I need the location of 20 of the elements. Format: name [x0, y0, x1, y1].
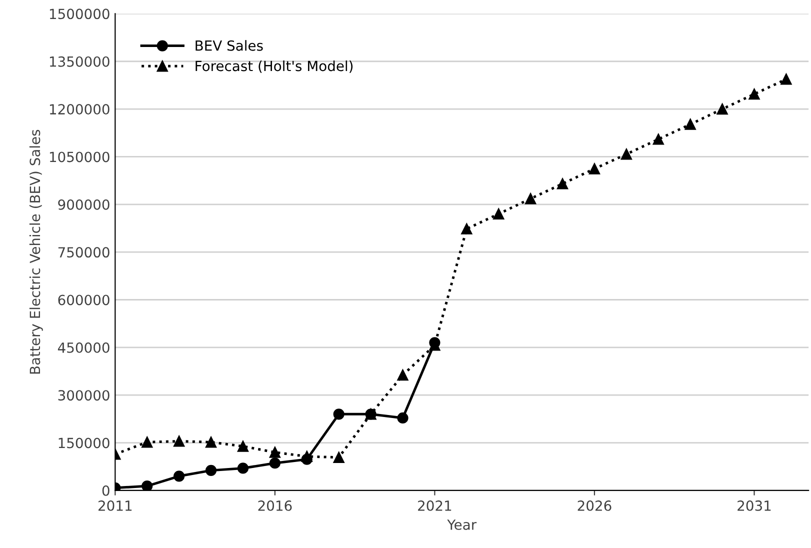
- legend-label: Forecast (Holt's Model): [196, 60, 353, 73]
- x-tick-label: 2011: [98, 500, 132, 511]
- y-tick-label: 750000: [58, 247, 110, 258]
- x-tick-label: 2026: [578, 500, 612, 511]
- y-tick-label: 450000: [58, 342, 110, 353]
- x-tick-label: 2021: [418, 500, 452, 511]
- y-tick-label: 900000: [58, 199, 110, 210]
- x-tick-label: 2016: [258, 500, 292, 511]
- x-tick-label: 2031: [738, 500, 771, 511]
- y-tick-label: 600000: [58, 294, 110, 306]
- y-tick-label: 1500000: [50, 8, 110, 20]
- y-axis-title: Battery Electric Vehicle (BEV) Sales: [29, 130, 43, 374]
- x-axis-title: Year: [447, 520, 477, 530]
- legend-label: BEV Sales: [196, 40, 263, 51]
- y-tick-label: 150000: [58, 438, 110, 448]
- y-tick-label: 1050000: [50, 152, 110, 162]
- y-tick-label: 0: [102, 485, 110, 496]
- y-tick-label: 300000: [58, 390, 110, 401]
- y-tick-label: 1350000: [50, 56, 110, 67]
- y-tick-label: 1200000: [50, 104, 110, 115]
